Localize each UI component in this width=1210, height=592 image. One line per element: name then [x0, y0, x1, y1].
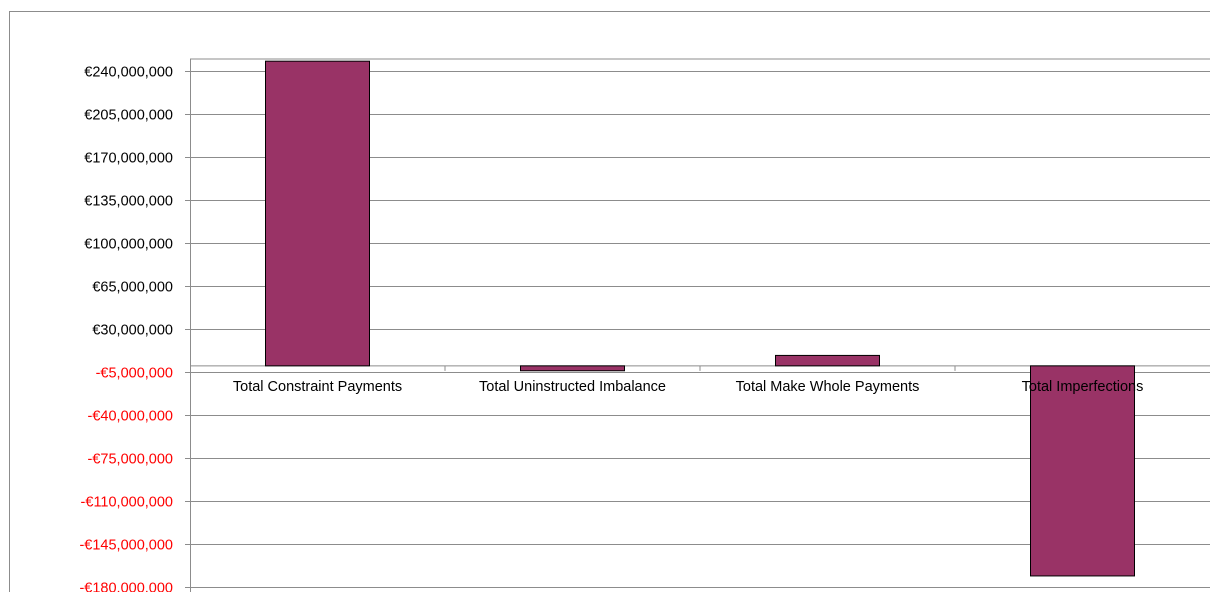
bars: [265, 60, 1135, 577]
bar: [520, 365, 625, 372]
chart-area: [9, 11, 1210, 592]
y-tick-label: €100,000,000: [84, 237, 173, 253]
y-tick-label: -€180,000,000: [79, 581, 173, 592]
y-tick-label: -€5,000,000: [96, 366, 173, 382]
x-axis-category-labels: Total Constraint Payments Total Uninstruc…: [233, 379, 1143, 395]
bar: [1030, 365, 1135, 577]
x-category-label: Total Constraint Payments: [233, 379, 402, 395]
y-tick-label: €240,000,000: [84, 65, 173, 81]
x-category-label: Total Make Whole Payments: [736, 379, 920, 395]
y-axis-tick-labels: €240,000,000 €205,000,000 €170,000,000 €135…: [79, 65, 173, 592]
y-tick-label: -€145,000,000: [79, 538, 173, 554]
y-tick-label: €65,000,000: [92, 280, 173, 296]
y-tick-label: -€75,000,000: [88, 452, 173, 468]
x-category-label: Total Imperfections: [1022, 379, 1144, 395]
y-tick-label: -€110,000,000: [81, 495, 173, 511]
y-tick-label: €170,000,000: [84, 151, 173, 167]
y-tick-label: €205,000,000: [84, 108, 173, 124]
y-tick-label: €135,000,000: [84, 194, 173, 210]
y-tick-label: €30,000,000: [92, 323, 173, 339]
bar: [265, 60, 370, 367]
y-tick-label: -€40,000,000: [88, 409, 173, 425]
x-category-label: Total Uninstructed Imbalance: [479, 379, 666, 395]
bar: [775, 354, 880, 367]
